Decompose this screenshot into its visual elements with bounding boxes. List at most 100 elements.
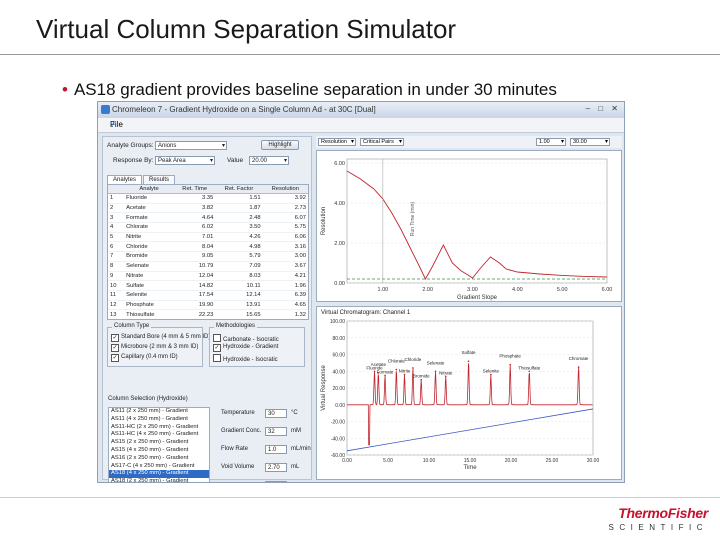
menu-file[interactable]: File	[110, 120, 123, 129]
list-item[interactable]: AS11 (4 x 250 mm) - Gradient	[111, 415, 188, 422]
condition-input[interactable]: 2.70	[265, 481, 287, 482]
critical-pairs-select[interactable]: Critical Pairs	[360, 138, 404, 146]
table-header-cell[interactable]	[108, 185, 125, 194]
list-item[interactable]: AS11 (2 x 250 mm) - Gradient	[111, 408, 188, 414]
table-cell: 5.75	[262, 222, 308, 233]
resolution-plot[interactable]: 6.00 4.00 2.00 0.00 1.00 2.00 3.00 4.00 5.00 6.00…	[316, 150, 622, 302]
condition-input[interactable]: 30	[265, 409, 287, 418]
column-type-title: Column Type	[112, 323, 152, 329]
peak-label: Phosphate	[499, 354, 521, 359]
peak-apex	[509, 363, 511, 366]
table-row[interactable]: 8 Selenate 10.79 7.09 3.67	[108, 261, 308, 272]
table-row[interactable]: 7 Bromide 9.05 5.79 3.00	[108, 251, 308, 262]
table-row[interactable]: 13 Thiosulfate 22.23 15.65 1.32	[108, 309, 308, 319]
table-cell: 6.06	[262, 232, 308, 243]
tab-results[interactable]: Results	[143, 175, 176, 185]
table-cell: 3.16	[262, 241, 308, 253]
table-cell: Thiosulfate	[124, 309, 174, 319]
table-cell: 7	[108, 251, 125, 262]
table-cell: Nitrite	[124, 232, 174, 243]
question-icon[interactable]: ?	[110, 120, 115, 129]
plot-type-select[interactable]: Resolution	[318, 138, 356, 146]
table-cell: 12.14	[215, 290, 263, 301]
table-cell: 1.32	[262, 309, 308, 319]
table-cell: 9	[108, 271, 125, 282]
range-end-select[interactable]: 30.00	[570, 138, 610, 146]
x-tick-label: 6.00	[602, 287, 613, 293]
table-cell: 6.07	[262, 212, 308, 224]
x-tick-label: 5.00	[557, 287, 568, 293]
table-cell: Acetate	[124, 203, 174, 214]
analyte-groups-select[interactable]: Anions	[155, 141, 227, 150]
y2-axis-label: Run Time (min)	[410, 202, 416, 237]
bullet-dot-icon: •	[62, 80, 68, 99]
chromatogram-title: Virtual Chromatogram: Channel 1	[321, 310, 411, 316]
table-cell: Chlorate	[124, 222, 174, 233]
table-row[interactable]: 3 Formate 4.64 2.48 6.07	[108, 212, 308, 224]
condition-input[interactable]: 2.70	[265, 463, 287, 472]
table-cell: Selenite	[124, 290, 174, 301]
column-type-capillary-checkbox[interactable]: ✓ Capillary (0.4 mm ID)	[111, 354, 178, 362]
list-item[interactable]: AS15 (4 x 250 mm) - Gradient	[111, 446, 189, 453]
y-tick-label: 40.00	[332, 369, 345, 375]
gradient-line	[346, 408, 594, 452]
column-type-standard-checkbox[interactable]: ✓ Standard Bore (4 mm & 5 mm ID)	[111, 334, 211, 342]
condition-input[interactable]: 32	[265, 427, 287, 436]
table-row[interactable]: 2 Acetate 3.82 1.87 2.73	[108, 203, 308, 214]
table-row[interactable]: 4 Chlorate 6.02 3.50 5.75	[108, 222, 308, 233]
list-item[interactable]: AS18 (2 x 250 mm) - Gradient	[111, 478, 189, 483]
method-hydroxide-isocratic-checkbox[interactable]: Hydroxide - Isocratic	[213, 354, 278, 363]
table-cell: 10.11	[215, 280, 263, 291]
table-cell: 17.54	[174, 290, 216, 301]
y-tick-label: 2.00	[334, 241, 345, 247]
method-hydroxide-gradient-checkbox[interactable]: ✓ Hydroxide - Gradient	[213, 344, 279, 352]
response-by-select[interactable]: Peak Area	[155, 156, 215, 165]
peak-apex	[434, 370, 437, 373]
peak-label: Chromate	[569, 356, 589, 361]
list-item[interactable]: AS17-C (4 x 250 mm) - Gradient	[111, 462, 195, 469]
peak-apex	[577, 366, 580, 368]
peak-apex	[373, 370, 376, 373]
menu-bar: File ?	[98, 118, 624, 133]
list-item[interactable]: AS16 (2 x 250 mm) - Gradient	[111, 454, 189, 461]
table-row[interactable]: 1 Fluoride 3.35 1.51 3.92	[108, 193, 308, 204]
column-selection-list[interactable]: AS11 (2 x 250 mm) - Gradient AS11 (4 x 25…	[108, 407, 210, 483]
value-stepper[interactable]: 20.00	[249, 156, 289, 165]
table-header-cell[interactable]: Ret. Factor	[215, 185, 263, 194]
table-row[interactable]: 11 Selenite 17.54 12.14 6.39	[108, 290, 308, 301]
condition-unit: mL/min	[291, 446, 311, 452]
table-row[interactable]: 5 Nitrite 7.01 4.26 6.06	[108, 232, 308, 243]
table-header-cell[interactable]: Ret. Time	[174, 185, 216, 194]
table-cell: 4.65	[262, 300, 308, 311]
method-carbonate-checkbox[interactable]: Carbonate - Isocratic	[213, 334, 279, 343]
list-item[interactable]: AS15 (2 x 250 mm) - Gradient	[111, 439, 189, 446]
condition-input[interactable]: 1.0	[265, 445, 287, 454]
table-cell: 28.24	[174, 319, 215, 320]
range-start-select[interactable]: 1.00	[536, 138, 566, 146]
table-cell: 4.98	[215, 241, 263, 253]
table-row[interactable]: 14Chromate28.2420.16—	[108, 319, 308, 320]
list-item[interactable]: AS18 (4 x 250 mm) - Gradient	[109, 470, 209, 479]
table-cell: 13	[108, 309, 125, 319]
tab-analytes[interactable]: Analytes	[107, 175, 143, 185]
table-cell: 3	[108, 212, 125, 224]
table-row[interactable]: 10 Sulfate 14.82 10.11 1.96	[108, 280, 308, 291]
column-type-group: Column Type ✓ Standard Bore (4 mm & 5 mm …	[107, 323, 210, 367]
list-item[interactable]: AS11-HC (4 x 250 mm) - Gradient	[111, 431, 199, 438]
methodologies-group: Methodologies Carbonate - Isocratic ✓ Hyd…	[209, 323, 305, 367]
table-cell: 1.96	[262, 280, 308, 291]
table-cell: 1	[108, 193, 125, 204]
list-item[interactable]: AS11-HC (2 x 250 mm) - Gradient	[111, 423, 199, 430]
table-header-cell[interactable]: Resolution	[262, 185, 308, 194]
table-cell: 2	[108, 203, 125, 214]
window-title: Chromeleon 7 - Gradient Hydroxide on a S…	[112, 105, 376, 114]
column-type-microbore-checkbox[interactable]: ✓ Microbore (2 mm & 3 mm ID)	[111, 344, 199, 352]
highlight-button[interactable]: Highlight	[261, 140, 299, 150]
chromatogram-plot[interactable]: Virtual Chromatogram: Channel 1 100.00 80.…	[316, 306, 622, 480]
window-controls[interactable]: – □ ✕	[585, 104, 621, 113]
table-cell: Bromide	[124, 251, 174, 262]
table-row[interactable]: 12 Phosphate 19.90 13.91 4.65	[108, 300, 308, 311]
table-row[interactable]: 6 Chloride 8.04 4.98 3.16	[108, 241, 308, 253]
table-header-cell[interactable]: Analyte	[124, 185, 174, 194]
table-row[interactable]: 9 Nitrate 12.04 8.03 4.21	[108, 271, 308, 282]
